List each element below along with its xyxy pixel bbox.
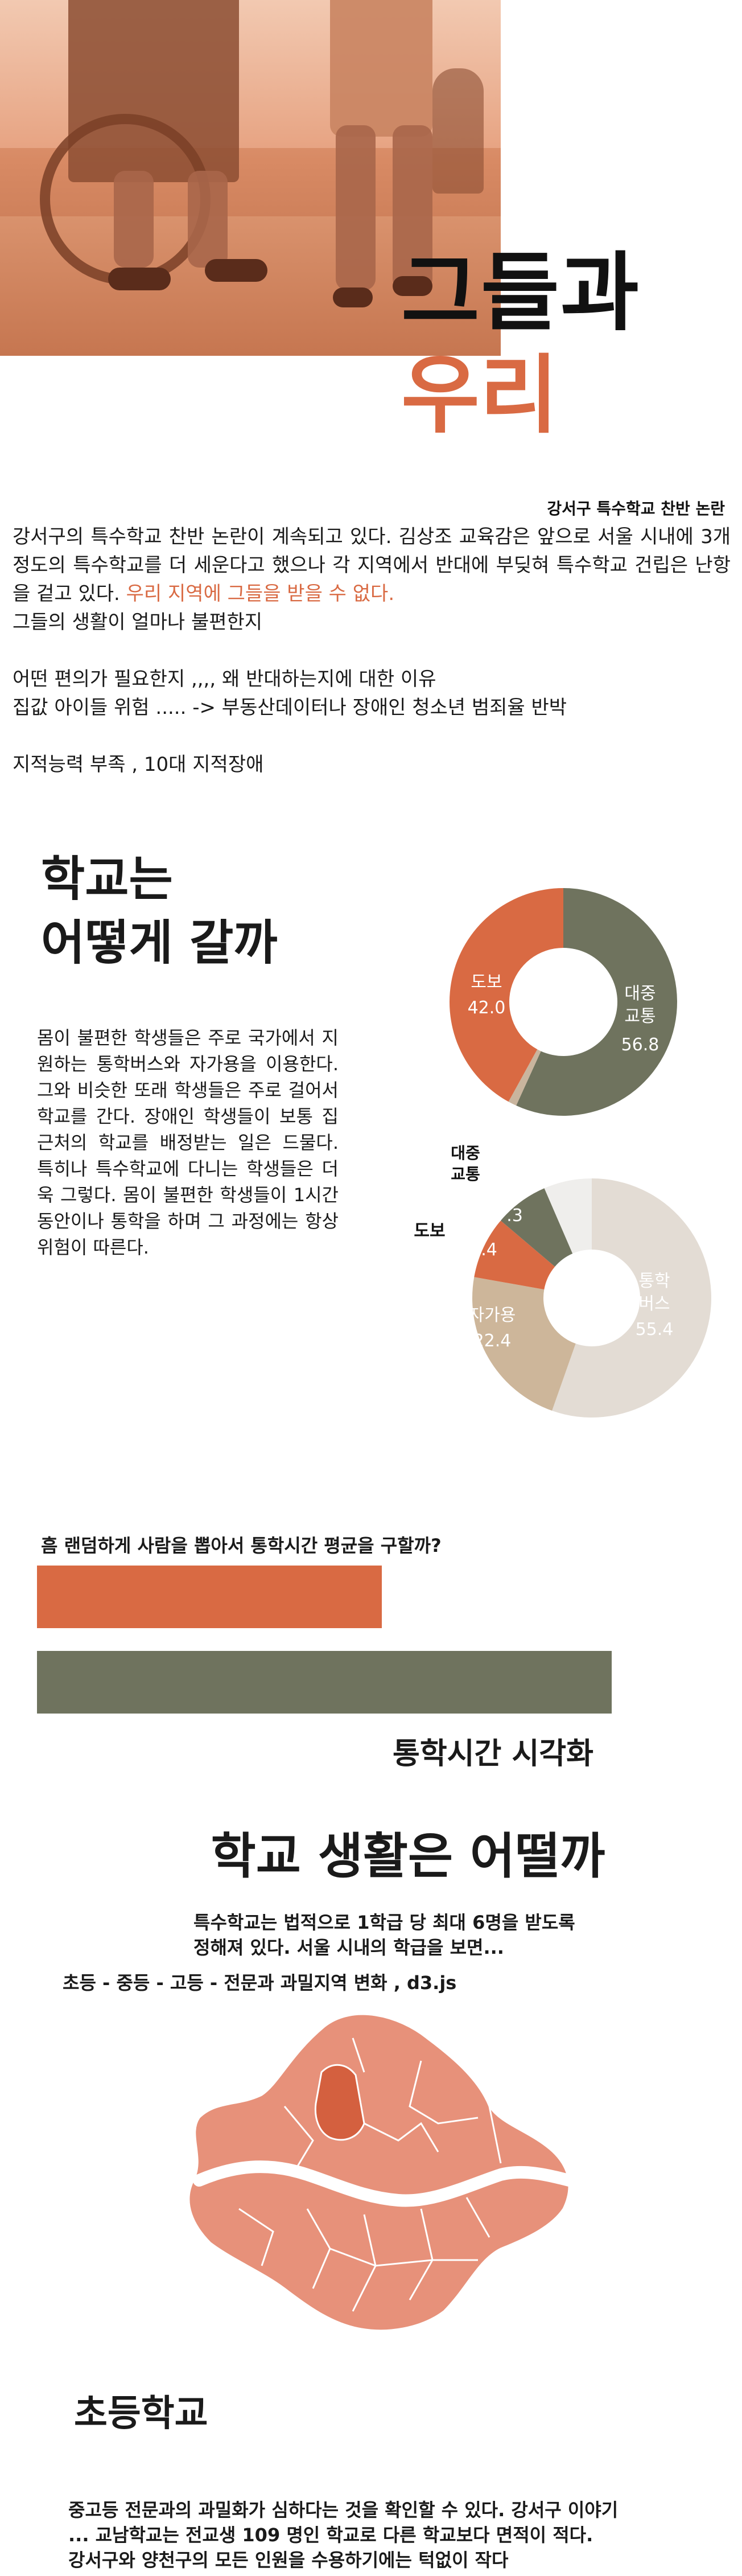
value-bus: 55.4 [636, 1320, 674, 1340]
page-title: 그들과 [401, 244, 641, 343]
outro-line: ... 교남학교는 전교생 109 명인 학교로 다른 학교보다 면적이 적다. [68, 2524, 593, 2546]
outro-line: 중고등 전문과의 과밀화가 심하다는 것을 확인할 수 있다. 강서구 이야기 [68, 2499, 619, 2521]
donut-slice [472, 1277, 576, 1411]
map-district-highlight [314, 2064, 365, 2141]
label-bus: 버스 [638, 1294, 670, 1314]
bar-commute-general [37, 1566, 382, 1628]
heading-line: 학교는 [41, 851, 173, 907]
map-district-borders [238, 2037, 502, 2312]
value-transit: 7.3 [496, 1206, 523, 1226]
school-description-line: 특수학교는 법적으로 1학급 당 최대 6명을 받도록 [193, 1912, 575, 1933]
intro-line: 지적능력 부족 , 10대 지적장애 [13, 753, 264, 776]
donut-chart-general-students: 도보 42.0 대중 교통 56.8 [450, 888, 678, 1116]
intro-line: 어떤 편의가 필요한지 ,,,, 왜 반대하는지에 대한 이유 [13, 668, 436, 691]
outro-line: 강서구와 양천구의 모든 인원을 수용하기에는 턱없이 작다 [68, 2549, 509, 2571]
donut-slice [508, 1049, 541, 1106]
bar-commute-disabled [37, 1651, 612, 1714]
value-walk: 8.4 [470, 1240, 497, 1260]
intro-paragraph: 강서구의 특수학교 찬반 논란이 계속되고 있다. 김상조 교육감은 앞으로 서… [13, 523, 731, 608]
page-subtitle: 우리 [401, 346, 559, 445]
value-walk: 42.0 [468, 998, 506, 1018]
section-heading-commute: 학교는 어떻게 갈까 [41, 847, 278, 975]
intro-line: 집값 아이들 위험 ..... -> 부동산데이터나 장애인 청소년 범죄율 반… [13, 696, 567, 719]
school-description-line: 정해져 있다. 서울 시내의 학급을 보면... [193, 1937, 504, 1958]
hero-photo [0, 0, 501, 356]
label-walk: 도보 [414, 1221, 445, 1241]
label-transit: 교통 [624, 1006, 656, 1026]
intro-text: 강서구의 특수학교 찬반 논란이 계속되고 있다. 김상조 교육감은 앞으로 서… [13, 525, 731, 605]
label-transit: 대중 [451, 1144, 480, 1162]
school-steps: 초등 - 중등 - 고등 - 전문과 과밀지역 변화 , d3.js [63, 1972, 457, 1994]
section-heading-school: 학교 생활은 어떨까 [211, 1828, 605, 1885]
label-bus: 통학 [638, 1271, 670, 1291]
label-transit: 대중 [624, 984, 656, 1004]
bar-chart-title: 흠 랜덤하게 사람을 뽑아서 통학시간 평균을 구할까? [41, 1535, 442, 1556]
donut-slice [500, 1188, 573, 1267]
label-transit: 교통 [451, 1165, 480, 1184]
school-description: 특수학교는 법적으로 1학급 당 최대 6명을 받도록 정해져 있다. 서울 시… [193, 1910, 575, 1960]
intro-highlight: 우리 지역에 그들을 받을 수 없다. [126, 582, 395, 605]
value-car: 22.4 [473, 1331, 512, 1351]
outro-paragraph: 중고등 전문과의 과밀화가 심하다는 것을 확인할 수 있다. 강서구 이야기 … [68, 2497, 618, 2573]
value-transit: 56.8 [621, 1035, 659, 1055]
donut-slice [552, 1178, 711, 1418]
commute-body: 몸이 불편한 학생들은 주로 국가에서 지원하는 통학버스와 자가용을 이용한다… [37, 1027, 339, 1258]
map-outline [188, 2013, 570, 2332]
donut-slice [474, 1221, 555, 1290]
donut-slice [544, 1178, 592, 1254]
label-walk: 도보 [471, 972, 502, 992]
donut-chart-disabled-students: 통학 버스 55.4 자가용 22.4 도보 8.4 대중 교통 7.3 [414, 1144, 711, 1418]
map-label-elementary: 초등학교 [74, 2393, 208, 2435]
hero-caption: 강서구 특수학교 찬반 논란 [547, 499, 725, 518]
intro-line: 그들의 생활이 얼마나 불편한지 [13, 611, 263, 634]
map-river [193, 2160, 575, 2207]
label-car: 자가용 [469, 1305, 516, 1325]
bar-chart-caption: 통학시간 시각화 [393, 1737, 593, 1771]
heading-line: 어떻게 갈까 [41, 915, 278, 971]
donut-slice [516, 888, 678, 1116]
seoul-district-map [188, 2013, 575, 2332]
donut-slice [450, 888, 563, 1102]
